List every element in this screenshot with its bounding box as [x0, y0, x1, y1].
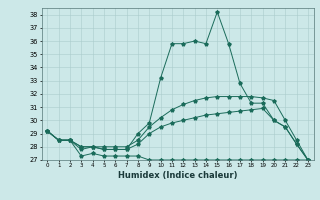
- X-axis label: Humidex (Indice chaleur): Humidex (Indice chaleur): [118, 171, 237, 180]
